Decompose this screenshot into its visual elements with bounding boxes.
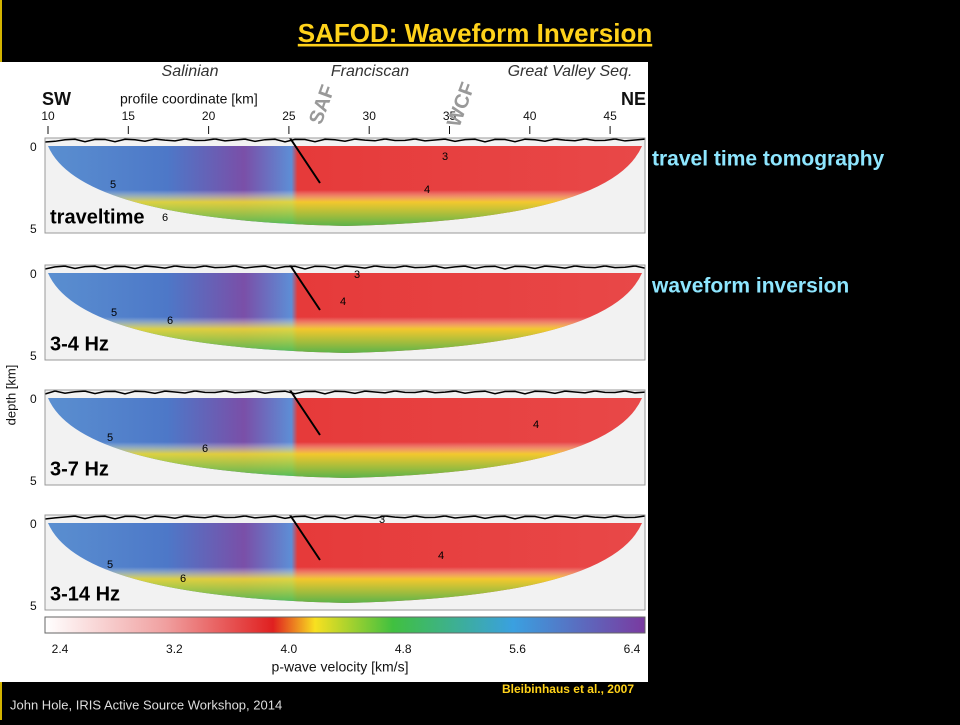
panel-frame [44,514,646,611]
velocity-model-deep [48,146,642,226]
panel-frame [44,389,646,486]
colorbar-tick-label: 3.2 [166,642,183,656]
depth-tick-label: 0 [30,267,37,281]
axis-end: SW [42,89,71,109]
topography [44,390,646,395]
x-tick-label: 45 [603,109,617,123]
fault-trace [289,389,321,436]
colorbar-tick-label: 4.0 [280,642,297,656]
unit-label: Franciscan [331,63,409,80]
fault-trace [289,264,321,311]
contour-label: 3 [442,151,448,163]
contour-label: 5 [111,307,117,319]
velocity-model-deep [48,523,642,603]
depth-tick-label: 5 [30,599,37,613]
contour-label: 5 [107,432,113,444]
side-label: travel time tomography [652,148,885,171]
depth-tick-label: 0 [30,517,37,531]
contour-label: 4 [438,550,444,562]
unit-label: Great Valley Seq. [508,63,633,80]
colorbar-tick-label: 2.4 [52,642,69,656]
unit-label: Salinian [162,63,219,80]
colorbar-label: p-wave velocity [km/s] [272,659,409,675]
x-tick-label: 40 [523,109,537,123]
panel-label: 3-14 Hz [50,583,120,605]
depth-tick-label: 5 [30,222,37,236]
axis-end: NE [621,89,646,109]
panel-label: 3-7 Hz [50,458,109,480]
depth-tick-label: 0 [30,392,37,406]
contour-label: 3 [354,269,360,281]
panel-label: traveltime [50,206,145,228]
y-axis-label: depth [km] [3,365,18,426]
contour-label: 3 [379,514,385,526]
topography [44,515,646,520]
contour-label: 5 [110,179,116,191]
depth-tick-label: 5 [30,474,37,488]
depth-tick-label: 5 [30,349,37,363]
colorbar-tick-label: 4.8 [395,642,412,656]
velocity-model-deep [48,398,642,478]
contour-label: 4 [340,296,346,308]
colorbar-tick-label: 6.4 [624,642,641,656]
x-axis-label: profile coordinate [km] [120,91,258,107]
contour-label: 6 [202,443,208,455]
side-label: waveform inversion [651,275,849,298]
fault-trace [289,137,321,184]
x-tick-label: 10 [41,109,55,123]
contour-label: 5 [107,559,113,571]
velocity-model-deep [48,273,642,353]
contour-label: 4 [424,184,430,196]
x-tick-label: 25 [282,109,296,123]
fault-trace [289,514,321,561]
figure: Salinian Franciscan Great Valley Seq. SW NE p… [3,63,646,674]
topography [44,265,646,270]
x-tick-label: 35 [443,109,457,123]
citation: Bleibinhaus et al., 2007 [502,682,634,696]
depth-tick-label: 0 [30,140,37,154]
x-tick-label: 20 [202,109,216,123]
topography [44,138,646,143]
title: SAFOD: Waveform Inversion [298,18,652,48]
contour-label: 6 [162,212,168,224]
contour-label: 6 [167,315,173,327]
x-tick-label: 15 [122,109,136,123]
panel-label: 3-4 Hz [50,333,109,355]
contour-label: 4 [533,419,539,431]
colorbar-tick-label: 5.6 [509,642,526,656]
x-tick-label: 30 [363,109,377,123]
footer: John Hole, IRIS Active Source Workshop, … [10,697,282,712]
panel-frame [44,137,646,234]
panel-frame [44,264,646,361]
colorbar [44,616,646,634]
contour-label: 6 [180,573,186,585]
